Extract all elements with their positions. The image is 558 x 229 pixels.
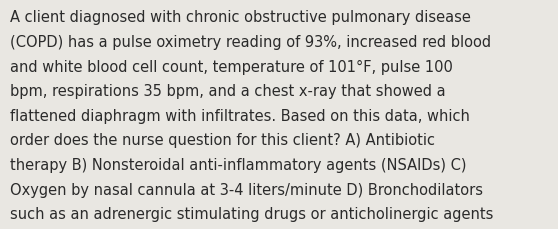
Text: flattened diaphragm with infiltrates. Based on this data, which: flattened diaphragm with infiltrates. Ba… <box>10 108 470 123</box>
Text: such as an adrenergic stimulating drugs or anticholinergic agents: such as an adrenergic stimulating drugs … <box>10 206 493 221</box>
Text: and white blood cell count, temperature of 101°F, pulse 100: and white blood cell count, temperature … <box>10 59 453 74</box>
Text: bpm, respirations 35 bpm, and a chest x-ray that showed a: bpm, respirations 35 bpm, and a chest x-… <box>10 84 446 99</box>
Text: A client diagnosed with chronic obstructive pulmonary disease: A client diagnosed with chronic obstruct… <box>10 10 471 25</box>
Text: Oxygen by nasal cannula at 3-4 liters/minute D) Bronchodilators: Oxygen by nasal cannula at 3-4 liters/mi… <box>10 182 483 197</box>
Text: (COPD) has a pulse oximetry reading of 93%, increased red blood: (COPD) has a pulse oximetry reading of 9… <box>10 35 491 50</box>
Text: therapy B) Nonsteroidal anti-inflammatory agents (NSAIDs) C): therapy B) Nonsteroidal anti-inflammator… <box>10 157 466 172</box>
Text: order does the nurse question for this client? A) Antibiotic: order does the nurse question for this c… <box>10 133 435 148</box>
